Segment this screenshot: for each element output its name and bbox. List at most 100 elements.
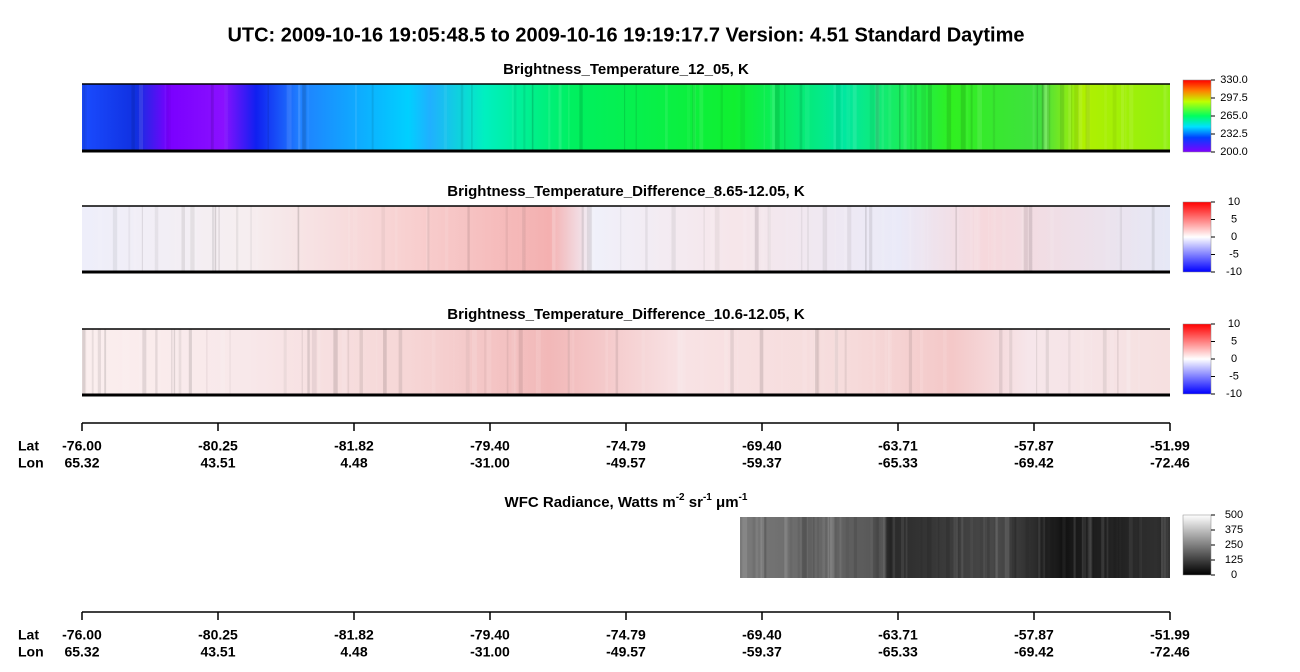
image-texture — [834, 329, 839, 395]
image-texture — [1059, 84, 1065, 151]
image-texture — [511, 329, 516, 395]
image-texture — [665, 84, 668, 151]
image-texture — [817, 517, 820, 578]
image-texture — [619, 206, 622, 272]
image-texture — [699, 84, 704, 151]
title-part: sr — [685, 494, 704, 511]
image-texture — [737, 329, 739, 395]
colorbar-tick-label: 500 — [1225, 509, 1243, 521]
image-texture — [1091, 329, 1093, 395]
image-texture — [1068, 329, 1071, 395]
image-texture — [768, 206, 771, 272]
image-texture — [1012, 517, 1017, 578]
image-texture — [551, 206, 556, 272]
image-texture — [754, 517, 759, 578]
image-texture — [888, 329, 890, 395]
lon-label: 65.32 — [64, 455, 99, 471]
title-part: μm — [712, 494, 739, 511]
image-texture — [431, 329, 436, 395]
image-texture — [371, 84, 374, 151]
image-texture — [977, 84, 982, 151]
image-texture — [1119, 206, 1121, 272]
image-texture — [903, 84, 907, 151]
image-texture — [926, 206, 929, 272]
image-texture — [977, 206, 981, 272]
image-texture — [833, 84, 837, 151]
image-texture — [760, 517, 765, 578]
image-texture — [1023, 206, 1028, 272]
image-texture — [1062, 517, 1066, 578]
image-texture — [1045, 517, 1048, 578]
image-texture — [875, 84, 880, 151]
image-texture — [905, 517, 908, 578]
image-texture — [839, 517, 843, 578]
image-texture — [460, 84, 464, 151]
image-texture — [946, 84, 952, 151]
image-texture — [799, 84, 803, 151]
image-texture — [957, 517, 960, 578]
image-texture — [486, 329, 492, 395]
image-texture — [760, 206, 765, 272]
image-texture — [767, 206, 771, 272]
lat-label: -74.79 — [606, 627, 646, 643]
lat-label: -81.82 — [334, 438, 374, 454]
lat-row-label: Lat — [18, 438, 39, 454]
image-texture — [615, 329, 619, 395]
image-texture — [834, 329, 840, 395]
image-texture — [1126, 329, 1131, 395]
image-texture — [725, 329, 729, 395]
image-texture — [452, 329, 455, 395]
image-texture — [82, 84, 87, 151]
image-texture — [128, 206, 131, 272]
image-texture — [1162, 517, 1165, 578]
image-texture — [1101, 517, 1106, 578]
lat-label: -81.82 — [334, 627, 374, 643]
image-texture — [992, 84, 996, 151]
image-texture — [1050, 206, 1054, 272]
lon-label: -49.57 — [606, 455, 646, 471]
image-texture — [692, 84, 696, 151]
image-texture — [1032, 84, 1035, 151]
image-texture — [844, 329, 847, 395]
image-texture — [302, 84, 306, 151]
image-texture — [1125, 84, 1127, 151]
image-texture — [1074, 84, 1079, 151]
lon-label: -49.57 — [606, 644, 646, 660]
image-texture — [960, 84, 966, 151]
panel-title: Brightness_Temperature_12_05, K — [503, 61, 749, 78]
title-part: WFC Radiance, Watts m — [505, 494, 676, 511]
image-texture — [1134, 206, 1137, 272]
image-texture — [1070, 84, 1073, 151]
image-texture — [814, 329, 819, 395]
image-texture — [681, 329, 686, 395]
image-texture — [505, 206, 508, 272]
image-texture — [909, 206, 912, 272]
image-texture — [1047, 84, 1051, 151]
image-texture — [1091, 517, 1094, 578]
image-texture — [1068, 84, 1072, 151]
image-texture — [1059, 517, 1063, 578]
image-texture — [522, 206, 526, 272]
image-texture — [1160, 517, 1163, 578]
image-texture — [970, 517, 974, 578]
title-part: -1 — [703, 492, 712, 503]
image-texture — [881, 84, 884, 151]
image-texture — [355, 84, 357, 151]
image-texture — [954, 517, 956, 578]
image-texture — [214, 206, 217, 272]
image-texture — [307, 329, 310, 395]
image-texture — [1002, 206, 1006, 272]
image-texture — [585, 206, 590, 272]
image-texture — [138, 84, 144, 151]
image-texture — [770, 84, 775, 151]
image-texture — [169, 84, 171, 151]
image-texture — [582, 206, 585, 272]
image-texture — [535, 329, 541, 395]
image-texture — [969, 206, 973, 272]
image-texture — [750, 206, 754, 272]
image-texture — [1085, 84, 1090, 151]
image-texture — [333, 329, 338, 395]
image-texture — [188, 329, 192, 395]
image-texture — [999, 329, 1003, 395]
image-texture — [814, 329, 817, 395]
